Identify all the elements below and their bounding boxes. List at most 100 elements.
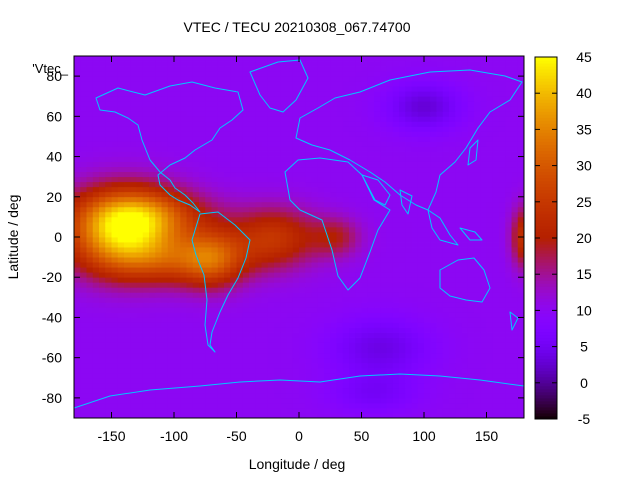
heatmap-cell [186, 247, 194, 253]
heatmap-cell [349, 206, 356, 213]
heatmap-cell [361, 397, 369, 404]
heatmap-cell [286, 327, 294, 333]
heatmap-cell [86, 312, 94, 318]
heatmap-cell [105, 181, 112, 188]
heatmap-cell [255, 412, 262, 418]
heatmap-cell [355, 247, 362, 253]
heatmap-cell [174, 247, 181, 253]
heatmap-cell [455, 282, 462, 288]
heatmap-cell [336, 237, 344, 243]
heatmap-cell [299, 262, 306, 268]
heatmap-cell [142, 377, 150, 384]
heatmap-cell [505, 397, 512, 404]
heatmap-cell [317, 347, 325, 354]
heatmap-cell [305, 141, 312, 147]
heatmap-cell [99, 302, 106, 308]
heatmap-cell [230, 392, 237, 399]
heatmap-cell [449, 412, 456, 418]
heatmap-cell [511, 317, 519, 323]
heatmap-cell [92, 206, 100, 213]
heatmap-cell [99, 106, 106, 112]
heatmap-cell [361, 292, 369, 298]
heatmap-cell [424, 121, 431, 127]
heatmap-cell [292, 272, 300, 278]
heatmap-cell [505, 337, 512, 343]
heatmap-cell [367, 262, 375, 268]
heatmap-cell [155, 91, 162, 97]
heatmap-cell [486, 111, 494, 117]
heatmap-cell [174, 146, 181, 152]
heatmap-cell [255, 171, 262, 178]
heatmap-cell [286, 262, 294, 268]
heatmap-cell [180, 337, 187, 343]
heatmap-cell [199, 242, 206, 248]
heatmap-cell [117, 166, 125, 173]
heatmap-cell [205, 357, 212, 364]
heatmap-cell [392, 337, 400, 343]
heatmap-cell [311, 357, 319, 364]
heatmap-cell [386, 96, 394, 102]
heatmap-cell [261, 247, 269, 253]
heatmap-cell [211, 372, 219, 379]
heatmap-cell [105, 116, 112, 122]
heatmap-cell [136, 412, 144, 418]
heatmap-cell [92, 307, 100, 313]
heatmap-cell [342, 392, 350, 399]
heatmap-cell [236, 136, 244, 142]
heatmap-cell [192, 171, 200, 178]
heatmap-cell [86, 126, 94, 132]
heatmap-cell [386, 176, 394, 183]
heatmap-cell [230, 201, 237, 208]
heatmap-cell [267, 141, 275, 147]
heatmap-cell [330, 397, 337, 404]
heatmap-cell [267, 257, 275, 263]
heatmap-cell [292, 101, 300, 107]
heatmap-cell [480, 86, 487, 92]
heatmap-cell [399, 196, 406, 203]
heatmap-cell [424, 352, 431, 359]
heatmap-cell [517, 247, 524, 253]
heatmap-cell [311, 267, 319, 273]
heatmap-cell [442, 126, 450, 132]
heatmap-cell [436, 221, 444, 228]
heatmap-cell [111, 287, 119, 293]
heatmap-cell [474, 116, 481, 122]
heatmap-cell [386, 196, 394, 203]
heatmap-cell [399, 76, 406, 82]
heatmap-cell [505, 242, 512, 248]
heatmap-cell [217, 226, 225, 233]
heatmap-cell [74, 156, 81, 162]
heatmap-cell [330, 407, 337, 414]
heatmap-cell [336, 412, 344, 418]
heatmap-cell [124, 352, 131, 359]
heatmap-cell [205, 402, 212, 409]
heatmap-cell [174, 161, 181, 168]
heatmap-cell [236, 106, 244, 112]
heatmap-cell [342, 96, 350, 102]
heatmap-cell [174, 231, 181, 238]
heatmap-cell [267, 186, 275, 193]
heatmap-cell [411, 397, 419, 404]
heatmap-cell [499, 302, 506, 308]
heatmap-cell [336, 86, 344, 92]
heatmap-cell [374, 186, 381, 193]
heatmap-cell [492, 156, 500, 162]
heatmap-cell [411, 312, 419, 318]
heatmap-cell [255, 206, 262, 213]
heatmap-cell [517, 136, 524, 142]
heatmap-cell [211, 267, 219, 273]
heatmap-cell [480, 332, 487, 338]
heatmap-cell [336, 211, 344, 218]
heatmap-cell [311, 367, 319, 374]
heatmap-cell [342, 111, 350, 117]
heatmap-cell [411, 352, 419, 359]
heatmap-cell [317, 272, 325, 278]
heatmap-cell [436, 216, 444, 223]
heatmap-cell [99, 377, 106, 384]
heatmap-cell [236, 332, 244, 338]
heatmap-cell [105, 397, 112, 404]
heatmap-cell [242, 252, 250, 258]
heatmap-cell [236, 71, 244, 77]
heatmap-cell [474, 216, 481, 223]
heatmap-cell [105, 66, 112, 72]
